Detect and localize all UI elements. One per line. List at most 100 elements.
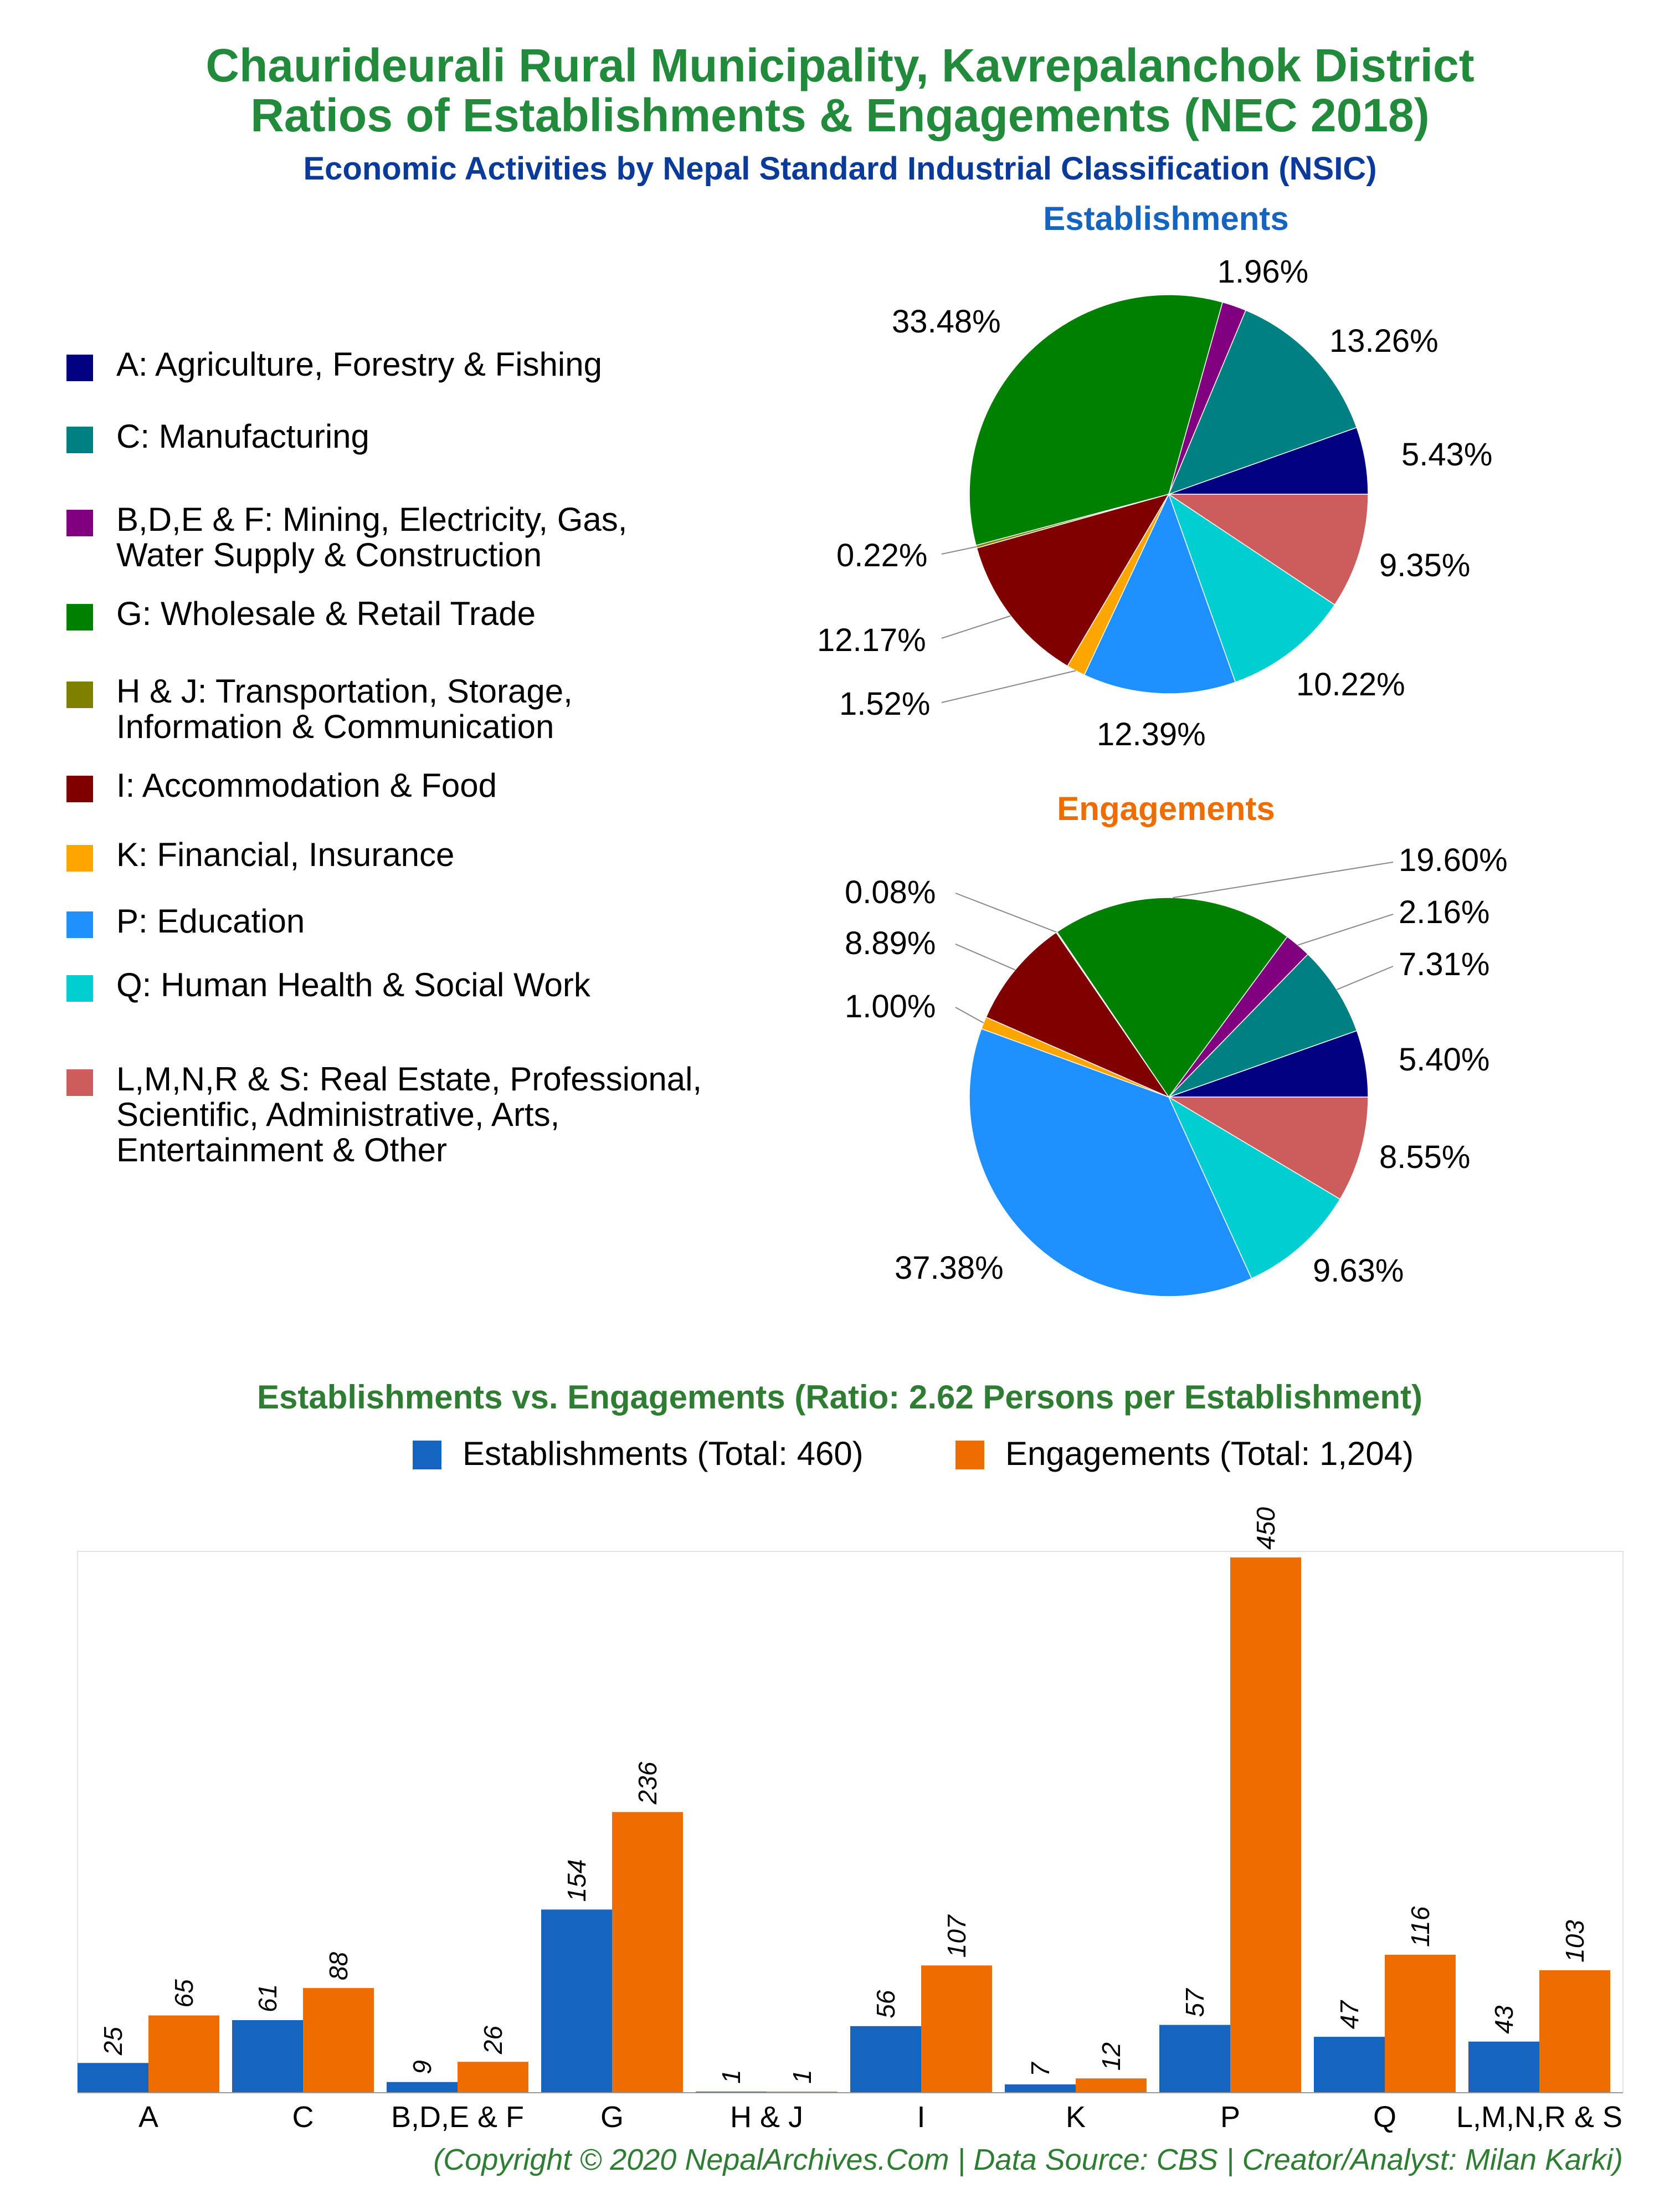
bar-value-label: 1 (788, 2069, 816, 2084)
bar-value-label: 26 (479, 2026, 507, 2055)
pie-slice-label: 37.38% (895, 1250, 1004, 1286)
bar-value-label: 25 (99, 2027, 127, 2056)
pie-slice-label: 5.43% (1401, 437, 1492, 473)
bar-value-label: 88 (324, 1952, 353, 1981)
legend-label: B,D,E & F: Mining, Electricity, Gas, Wat… (116, 501, 628, 573)
pie-slice-p (969, 1028, 1252, 1297)
x-tick-label: C (292, 2100, 314, 2134)
bar-engagements (612, 1812, 683, 2093)
bar-value-label: 56 (871, 1990, 900, 2018)
bar-establishments (78, 2063, 148, 2093)
pie-slice-label: 33.48% (892, 304, 1001, 340)
pie-slice-c (1168, 309, 1358, 495)
bar-legend-label: Engagements (Total: 1,204) (1005, 1435, 1414, 1472)
pie-slice-lmnrs (1167, 1096, 1369, 1200)
page-subtitle: Economic Activities by Nepal Standard In… (303, 151, 1377, 187)
pie-title: Establishments (1043, 200, 1288, 237)
legend-swatch (66, 604, 93, 631)
legend-swatch (66, 1069, 93, 1096)
pie-slice-label: 12.39% (1097, 716, 1206, 752)
pie-slice-label: 7.31% (1399, 946, 1489, 982)
page-title: Chaurideurali Rural Municipality, Kavrep… (205, 39, 1475, 91)
bar-value-label: 61 (253, 1984, 282, 2012)
pie-title: Engagements (1057, 790, 1275, 827)
footer-copyright: (Copyright © 2020 NepalArchives.Com | Da… (433, 2143, 1623, 2176)
pie-leader-line (1173, 862, 1394, 899)
engagements-pie-chart: Engagements 5.40% 7.31% 2.16% 19.60% 0.08% 8.8… (845, 790, 1508, 1297)
bar-chart-title: Establishments vs. Engagements (Ratio: 2… (257, 1379, 1422, 1416)
pie-slice-p (1083, 493, 1236, 694)
bar-legend-swatch (413, 1441, 441, 1469)
bar-value-label: 1 (717, 2069, 746, 2084)
legend-label: I: Accommodation & Food (116, 767, 497, 804)
bar-engagements (1385, 1955, 1456, 2093)
x-tick-label: K (1066, 2100, 1086, 2134)
legend-swatch (66, 682, 93, 708)
pie-slice-lmnrs (1167, 494, 1369, 606)
legend-label: P: Education (116, 903, 305, 940)
pie-leader-line (955, 893, 1057, 933)
pie-slice-label: 5.40% (1399, 1042, 1489, 1078)
bar-value-label: 154 (562, 1859, 591, 1902)
bar-engagements (303, 1988, 374, 2093)
pie-slice-i (976, 493, 1170, 667)
pie-leader-line (1297, 914, 1394, 946)
legend-label: H & J: Transportation, Storage, Informat… (116, 673, 573, 745)
x-tick-label: I (917, 2100, 925, 2134)
bar-establishments (1468, 2041, 1539, 2093)
pie-slice-label: 0.08% (845, 874, 936, 910)
bar-value-label: 107 (942, 1914, 971, 1958)
pie-slice-label: 1.00% (845, 988, 936, 1024)
pie-slice-label: 13.26% (1329, 323, 1438, 359)
bar-establishments (541, 1909, 612, 2093)
x-tick-label: H & J (730, 2100, 803, 2134)
x-tick-label: G (600, 2100, 624, 2134)
legend-swatch (66, 355, 93, 381)
bar-value-label: 12 (1097, 2042, 1126, 2071)
bar-establishments (387, 2082, 458, 2093)
pie-slice-g (1056, 897, 1288, 1098)
pie-slice-label: 12.17% (817, 622, 926, 658)
bar-establishments (1159, 2025, 1230, 2093)
establishments-pie-chart: Establishments 5.43% 13.26% 1.96% 33.48% 0.22… (817, 200, 1492, 752)
pie-slice-label: 1.96% (1217, 254, 1308, 290)
pie-leader-line (941, 670, 1076, 703)
bar-value-label: 9 (408, 2060, 436, 2074)
establishments-vs-engagements-bar-chart: Establishments vs. Engagements (Ratio: 2… (77, 1379, 1624, 2134)
pie-slice-label: 19.60% (1399, 842, 1508, 878)
bar-value-label: 450 (1251, 1507, 1280, 1550)
pie-slice-label: 9.35% (1379, 547, 1470, 583)
pie-slice-label: 2.16% (1399, 894, 1489, 930)
bar-engagements (921, 1965, 992, 2093)
bar-establishments (232, 2020, 303, 2093)
bar-engagements (148, 2015, 219, 2093)
bar-legend-label: Establishments (Total: 460) (463, 1435, 864, 1472)
legend-label: G: Wholesale & Retail Trade (116, 595, 536, 632)
bar-engagements (767, 2091, 838, 2093)
x-tick-label: P (1220, 2100, 1240, 2134)
bar-establishments (1005, 2084, 1076, 2093)
bar-engagements (1076, 2078, 1147, 2093)
pie-slice-q (1168, 1096, 1341, 1279)
bar-engagements (1539, 1970, 1610, 2093)
pie-slice-label: 10.22% (1296, 667, 1405, 703)
bar-value-label: 103 (1560, 1920, 1589, 1963)
pie-leader-line (1336, 966, 1394, 991)
pie-slice-label: 1.52% (839, 686, 930, 722)
legend-label: Q: Human Health & Social Work (116, 966, 590, 1003)
bar-value-label: 43 (1489, 2005, 1518, 2034)
pie-leader-line (941, 615, 1011, 639)
bar-value-label: 47 (1335, 2000, 1364, 2030)
x-tick-label: B,D,E & F (391, 2100, 524, 2134)
bar-legend-swatch (955, 1441, 984, 1469)
pie-leader-line (955, 1007, 984, 1024)
legend-swatch (66, 510, 93, 536)
legend-swatch (66, 845, 93, 872)
pie-slice-label: 8.89% (845, 925, 936, 961)
x-tick-label: Q (1373, 2100, 1396, 2134)
bar-value-label: 57 (1180, 1988, 1209, 2017)
legend-swatch (66, 427, 93, 453)
bar-engagements (1230, 1557, 1301, 2093)
pie-slice-i (985, 931, 1170, 1098)
bar-establishments (1314, 2037, 1385, 2093)
